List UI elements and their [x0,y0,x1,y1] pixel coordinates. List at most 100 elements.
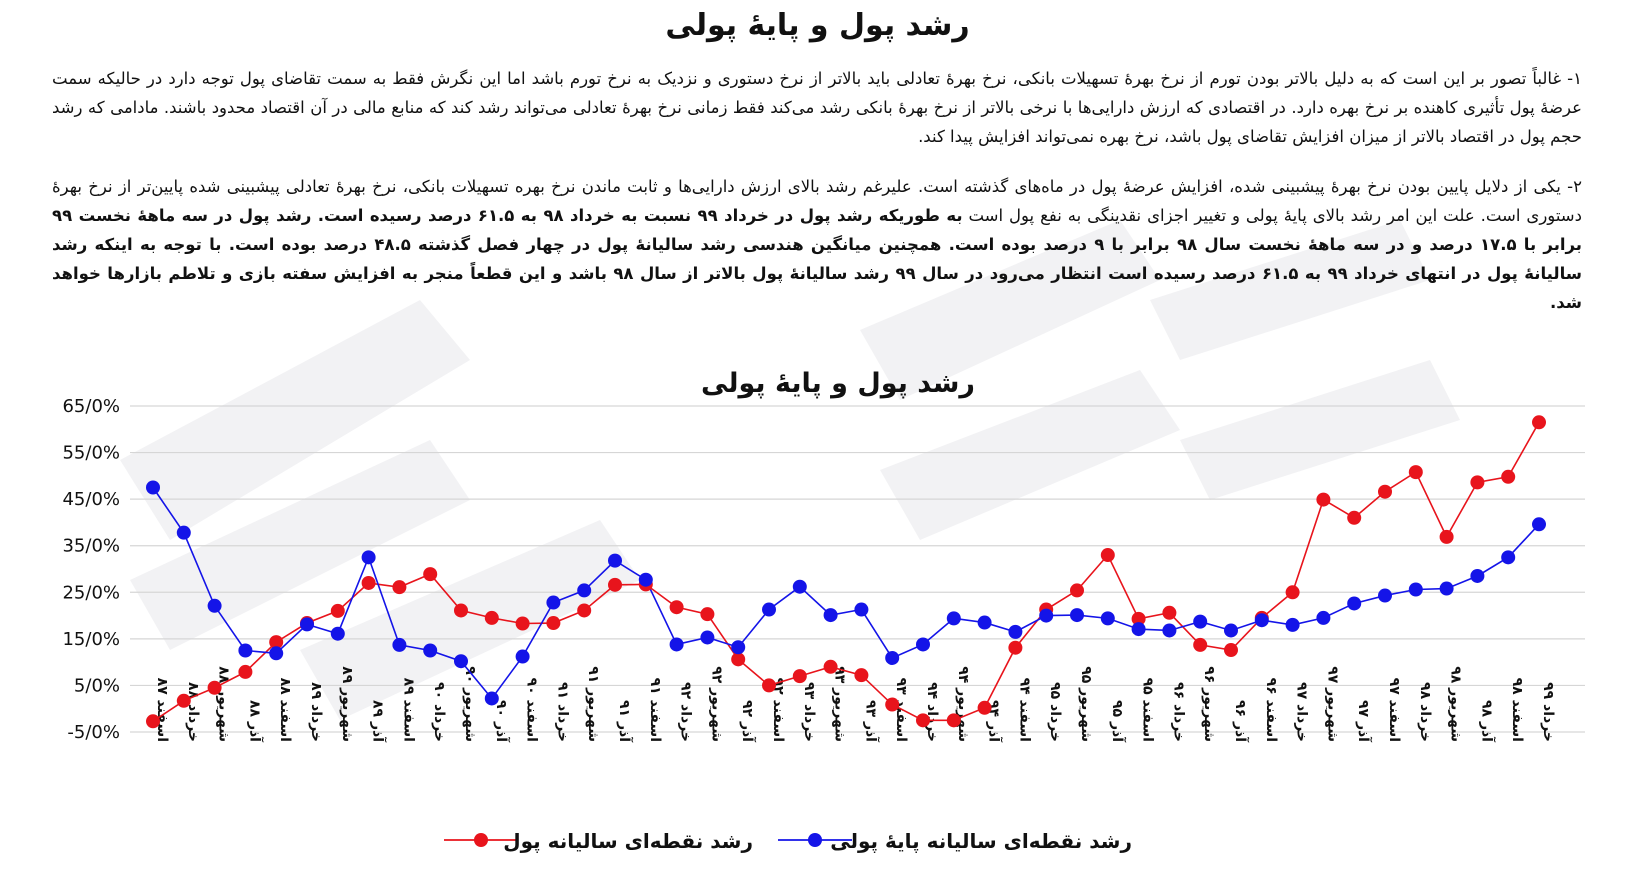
data-point-0 [1347,510,1362,525]
data-point-0 [854,668,869,683]
data-point-1 [238,643,253,658]
x-tick-label: شهریور ۹۶ [1201,666,1217,742]
data-point-1 [1008,624,1023,639]
data-point-1 [1162,623,1177,638]
legend-label: رشد نقطه‌ای سالیانه پول [503,829,753,854]
data-point-1 [176,525,191,540]
data-point-1 [361,550,376,565]
data-point-0 [1193,637,1208,652]
y-axis: -5/0% 5/0% 15/0% 25/0% 35/0% 45/0% 55/0% 65/0% [62,396,120,743]
data-point-1 [731,640,746,655]
x-tick-label: خرداد ۹۷ [1294,682,1310,742]
data-point-0 [792,669,807,684]
x-tick-label: شهریور ۹۲ [708,666,724,742]
data-point-0 [484,610,499,625]
data-point-1 [1439,581,1454,596]
data-point-0 [1070,583,1084,598]
data-point-1 [1470,568,1485,583]
plot-area [146,415,1546,729]
legend-marker [808,833,822,847]
data-point-1 [792,579,807,594]
legend-item-0: رشد نقطه‌ای سالیانه پول [444,829,753,854]
x-tick-label: اسفند ۹۴ [1016,678,1032,742]
y-tick-label: -5/0% [67,722,120,743]
x-tick-label: آذر ۸۹ [370,700,388,743]
data-point-1 [330,626,345,641]
y-tick-label: 25/0% [62,582,120,603]
x-tick-label: خرداد ۹۶ [1170,682,1186,742]
x-tick-label: آذر ۹۲ [739,700,757,743]
data-point-1 [946,611,961,626]
y-tick-label: 65/0% [62,396,120,417]
x-tick-label: شهریور ۸۸ [216,666,232,742]
x-tick-label: شهریور ۹۵ [1078,666,1094,742]
x-tick-label: شهریور ۹۴ [955,666,971,742]
paragraph-1: ۱- غالباً تصور بر این است که به دلیل بال… [52,69,1582,146]
x-tick-label: شهریور ۹۷ [1324,666,1340,742]
data-point-0 [515,616,530,631]
paragraph-2-normal: ۲- یکی از دلایل پایین بودن نرخ بهرهٔ پیش… [52,177,1582,225]
data-point-0 [608,577,622,592]
data-point-1 [1193,614,1208,629]
grid-lines [130,405,1585,733]
x-tick-label: شهریور ۸۹ [339,666,355,742]
legend-marker [474,833,488,847]
data-point-0 [1131,611,1146,626]
legend-label: رشد نقطه‌ای سالیانه پایهٔ پولی [830,829,1132,854]
data-point-1 [454,654,468,669]
data-point-1 [546,595,561,610]
data-point-0 [269,635,284,650]
data-point-0 [392,580,407,595]
page-title: رشد پول و پایهٔ پولی [665,8,970,43]
x-tick-label: شهریور ۹۸ [1448,666,1464,742]
data-point-1 [1100,611,1115,626]
data-point-0 [885,697,900,712]
data-point-0 [423,567,438,582]
data-point-0 [146,714,160,729]
x-tick-label: خرداد ۸۹ [308,682,324,742]
x-tick-label: خرداد ۹۰ [431,682,447,742]
data-point-1 [1070,608,1084,623]
data-point-0 [1316,492,1331,507]
data-point-1 [300,617,314,632]
data-point-1 [854,602,869,617]
data-point-1 [1316,610,1331,625]
data-point-0 [916,713,930,728]
x-tick-label: خرداد ۹۲ [678,682,694,742]
data-point-1 [1131,622,1146,637]
x-tick-label: آذر ۹۷ [1355,700,1373,743]
data-point-0 [977,700,992,715]
x-tick-label: شهریور ۹۱ [585,666,601,742]
data-point-1 [1501,550,1516,565]
data-point-1 [669,637,684,652]
x-tick-label: آذر ۹۰ [493,700,511,743]
data-point-1 [885,650,900,665]
x-tick-label: خرداد ۹۹ [1540,682,1556,742]
data-point-0 [454,603,468,618]
x-tick-label: آذر ۹۳ [862,700,880,743]
data-point-1 [823,608,838,623]
data-point-1 [1378,588,1392,603]
x-tick-label: خرداد ۹۳ [801,682,817,742]
data-point-1 [515,649,530,664]
legend-item-1: رشد نقطه‌ای سالیانه پایهٔ پولی [778,829,1132,854]
data-point-1 [269,646,284,661]
data-point-0 [1008,640,1023,655]
data-point-1 [977,615,992,630]
data-point-0 [1224,643,1238,658]
data-point-1 [916,637,930,652]
x-tick-label: آذر ۹۸ [1478,700,1496,743]
data-point-0 [731,652,746,667]
data-point-1 [608,553,622,568]
data-point-0 [1100,548,1115,563]
x-tick-label: اسفند ۹۶ [1263,678,1279,742]
x-tick-label: شهریور ۹۳ [832,666,848,742]
data-point-1 [207,598,222,613]
x-tick-label: اسفند ۹۰ [524,678,540,742]
x-tick-label: اسفند ۸۸ [277,678,293,742]
data-point-0 [1408,465,1423,480]
y-tick-label: 5/0% [74,675,120,696]
x-tick-label: آذر ۸۸ [246,700,264,743]
x-tick-label: اسفند ۹۵ [1140,678,1156,742]
data-point-0 [700,607,715,622]
